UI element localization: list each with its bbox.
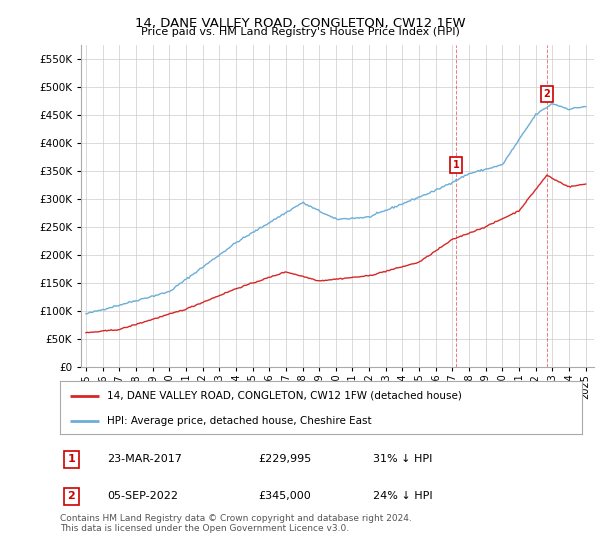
Text: 14, DANE VALLEY ROAD, CONGLETON, CW12 1FW (detached house): 14, DANE VALLEY ROAD, CONGLETON, CW12 1F… [107, 391, 462, 401]
Text: 31% ↓ HPI: 31% ↓ HPI [373, 454, 433, 464]
Text: £345,000: £345,000 [259, 491, 311, 501]
Text: 14, DANE VALLEY ROAD, CONGLETON, CW12 1FW: 14, DANE VALLEY ROAD, CONGLETON, CW12 1F… [134, 17, 466, 30]
Text: HPI: Average price, detached house, Cheshire East: HPI: Average price, detached house, Ches… [107, 416, 371, 426]
Text: 24% ↓ HPI: 24% ↓ HPI [373, 491, 433, 501]
Text: 1: 1 [68, 454, 76, 464]
Text: 23-MAR-2017: 23-MAR-2017 [107, 454, 182, 464]
Text: Contains HM Land Registry data © Crown copyright and database right 2024.
This d: Contains HM Land Registry data © Crown c… [60, 514, 412, 534]
Text: 1: 1 [453, 160, 460, 170]
Text: 2: 2 [544, 89, 550, 99]
Text: 05-SEP-2022: 05-SEP-2022 [107, 491, 178, 501]
Text: Price paid vs. HM Land Registry's House Price Index (HPI): Price paid vs. HM Land Registry's House … [140, 27, 460, 37]
Text: 2: 2 [68, 491, 76, 501]
Text: £229,995: £229,995 [259, 454, 311, 464]
